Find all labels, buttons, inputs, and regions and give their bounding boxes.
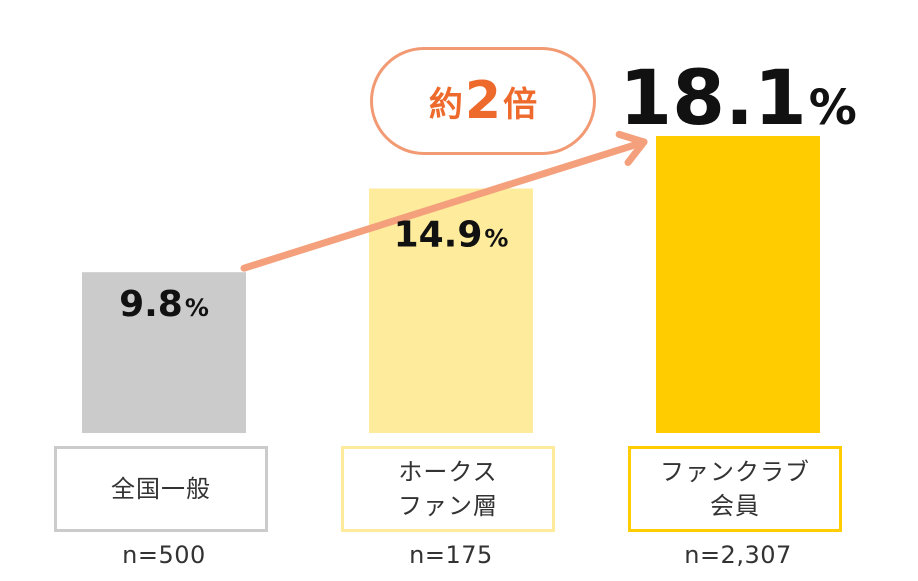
value-label-1: 9.8% (119, 284, 209, 325)
arrow-head (615, 130, 648, 167)
callout-prefix: 約 (428, 84, 463, 125)
category-label-1: 全国一般 (54, 446, 268, 532)
bar-2 (369, 188, 533, 433)
growth-arrow (240, 130, 648, 272)
callout-number: 2 (464, 71, 502, 131)
value-label-2: 14.9% (394, 215, 509, 256)
category-label-2: ホークス ファン層 (341, 446, 555, 532)
bar-3 (656, 136, 820, 433)
sample-size-3: n=2,307 (684, 541, 792, 569)
category-label-3: ファンクラブ 会員 (628, 446, 842, 532)
value-labels-group: 9.8% 14.9% 18.1% (119, 53, 857, 325)
sample-size-2: n=175 (409, 541, 493, 569)
value-label-3: 18.1% (619, 53, 857, 142)
callout-suffix: 倍 (503, 84, 538, 125)
arrow-line (240, 138, 648, 272)
sample-size-1: n=500 (122, 541, 206, 569)
bars-group (82, 136, 820, 433)
bar-1 (82, 272, 246, 433)
